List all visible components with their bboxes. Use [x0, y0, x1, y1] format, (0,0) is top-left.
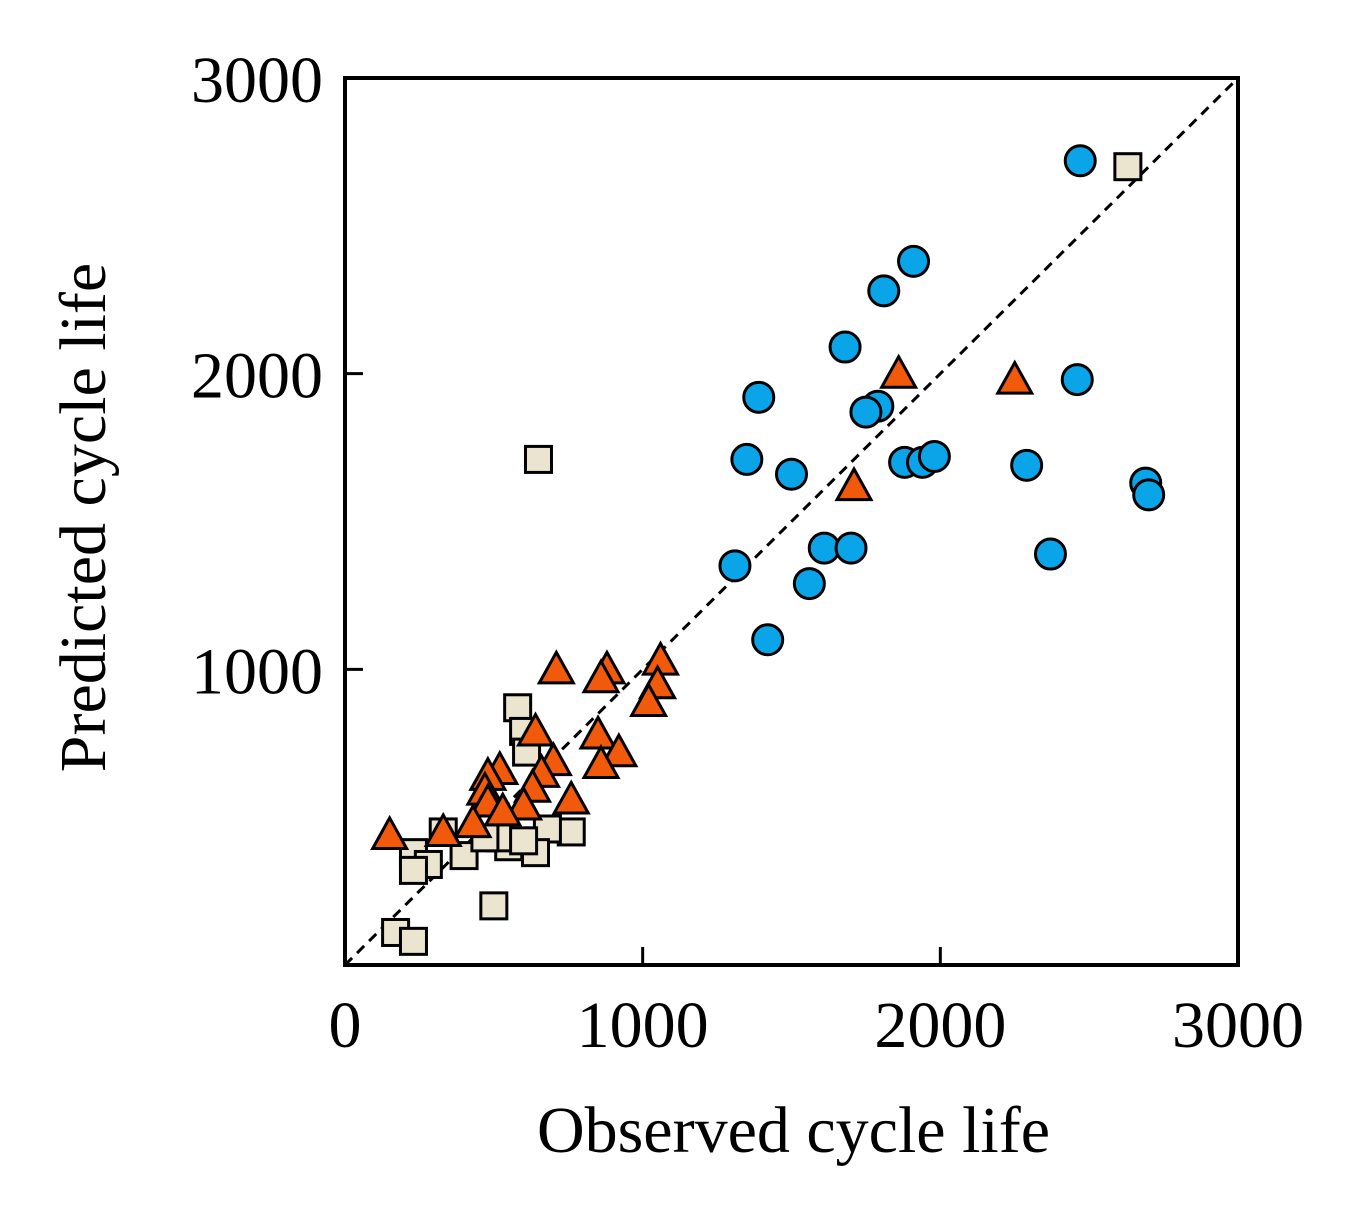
- triangle-data-point: [483, 791, 523, 827]
- square-data-point: [503, 693, 533, 723]
- triangle-data-point: [551, 779, 591, 815]
- circle-data-point: [1063, 144, 1097, 178]
- triangle-data-point: [536, 649, 576, 685]
- triangle-data-point: [423, 811, 463, 848]
- square-data-point: [479, 891, 509, 921]
- triangle-data-point: [599, 732, 639, 768]
- circle-data-point: [867, 274, 901, 308]
- x-tick-label: 1000: [577, 989, 709, 1062]
- circle-data-point: [792, 567, 826, 601]
- axis-ticks-layer: 0 1000 2000 3000 1000 2000 3000: [191, 44, 1304, 1062]
- triangle-data-point: [504, 785, 544, 821]
- square-data-point: [509, 826, 539, 856]
- triangle-data-point: [581, 743, 621, 780]
- triangle-data-point: [629, 681, 669, 717]
- circle-data-point: [834, 531, 868, 565]
- triangle-data-point: [515, 711, 556, 747]
- square-data-point: [523, 444, 553, 474]
- square-data-point: [398, 926, 428, 956]
- circle-data-point: [718, 549, 752, 583]
- plot-frame: [343, 76, 1240, 967]
- triangle-data-point: [578, 714, 618, 750]
- circle-data-point: [742, 380, 776, 414]
- circle-data-point: [897, 244, 931, 278]
- circle-data-point: [775, 457, 808, 491]
- x-tick-label: 0: [329, 989, 362, 1062]
- circle-data-point: [730, 442, 764, 476]
- triangle-data-point: [370, 814, 410, 851]
- triangle-data-point: [834, 465, 874, 502]
- triangle-data-point: [453, 802, 493, 839]
- circle-data-point: [849, 395, 883, 429]
- square-data-point: [556, 817, 586, 847]
- circle-data-point: [1033, 537, 1067, 571]
- circle-data-point: [751, 623, 785, 657]
- circle-data-point: [1132, 478, 1166, 512]
- x-tick-label: 3000: [1172, 989, 1304, 1062]
- circle-data-point: [828, 330, 862, 364]
- y-tick-label: 1000: [191, 635, 323, 708]
- data-points-layer: [370, 144, 1166, 956]
- triangle-data-point: [581, 658, 621, 694]
- y-tick-label: 3000: [191, 44, 323, 117]
- x-axis-title: Observed cycle life: [537, 1094, 1050, 1167]
- triangle-data-point: [879, 353, 919, 389]
- y-tick-label: 2000: [191, 340, 323, 413]
- y-axis-title: Predicted cycle life: [47, 263, 120, 772]
- triangle-data-point: [995, 359, 1035, 395]
- square-data-point: [1113, 152, 1143, 182]
- x-tick-label: 2000: [874, 989, 1006, 1062]
- circle-data-point: [917, 439, 951, 473]
- square-data-point: [398, 855, 428, 885]
- circle-data-point: [1010, 448, 1044, 482]
- circle-data-point: [1060, 363, 1094, 397]
